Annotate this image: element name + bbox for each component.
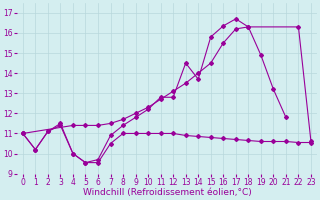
X-axis label: Windchill (Refroidissement éolien,°C): Windchill (Refroidissement éolien,°C) xyxy=(83,188,251,197)
